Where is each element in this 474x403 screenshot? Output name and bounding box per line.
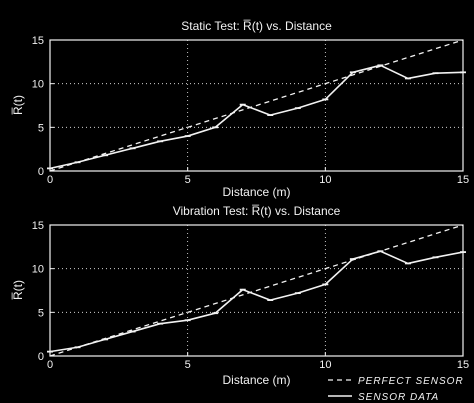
y-tick-label: 15 <box>32 35 44 47</box>
charts: 0 5 10 15 0 5 10 15 Static Test: R̅(t) vs. Dista… <box>11 19 469 387</box>
series-line-perfect-sensor <box>49 39 464 172</box>
series-line-sensor-data <box>49 250 464 353</box>
x-axis-label: Distance (m) <box>222 373 290 387</box>
x-tick-label: 15 <box>457 174 469 186</box>
chart-title: Static Test: R̅(t) vs. Distance <box>181 19 332 33</box>
y-tick-label: 0 <box>38 351 44 363</box>
series-line-perfect-sensor <box>49 224 464 357</box>
y-tick-label: 15 <box>32 220 44 232</box>
x-tick-label: 10 <box>319 174 331 186</box>
legend-perfect-label: PERFECT SENSOR <box>358 376 464 387</box>
y-axis-label: R̅(t) <box>11 95 25 115</box>
legend: PERFECT SENSOR SENSOR DATA <box>328 376 464 403</box>
y-axis-label: R̅(t) <box>11 280 25 300</box>
x-tick-label: 15 <box>457 359 469 371</box>
x-tick-label: 5 <box>185 359 191 371</box>
y-tick-label: 5 <box>38 307 44 319</box>
legend-data-label: SENSOR DATA <box>358 392 439 403</box>
chart-title: Vibration Test: R̅(t) vs. Distance <box>173 204 341 218</box>
chart-1: 0 5 10 15 0 5 10 15 Static Test: R̅(t) vs. Dista… <box>11 19 469 199</box>
x-tick-label: 10 <box>319 359 331 371</box>
series-line-sensor-data <box>49 64 464 170</box>
y-tick-label: 10 <box>32 264 44 276</box>
chart-2: 0 5 10 15 0 5 10 15 Vibration Test: R̅(t) vs. Di… <box>11 204 469 387</box>
y-tick-label: 0 <box>38 166 44 178</box>
y-tick-label: 10 <box>32 79 44 91</box>
x-tick-label: 0 <box>47 359 53 371</box>
plot-frame <box>49 224 464 357</box>
x-axis-label: Distance (m) <box>222 185 290 199</box>
plot-frame <box>49 39 464 172</box>
y-tick-label: 5 <box>38 122 44 134</box>
x-tick-label: 5 <box>185 174 191 186</box>
x-tick-label: 0 <box>47 174 53 186</box>
